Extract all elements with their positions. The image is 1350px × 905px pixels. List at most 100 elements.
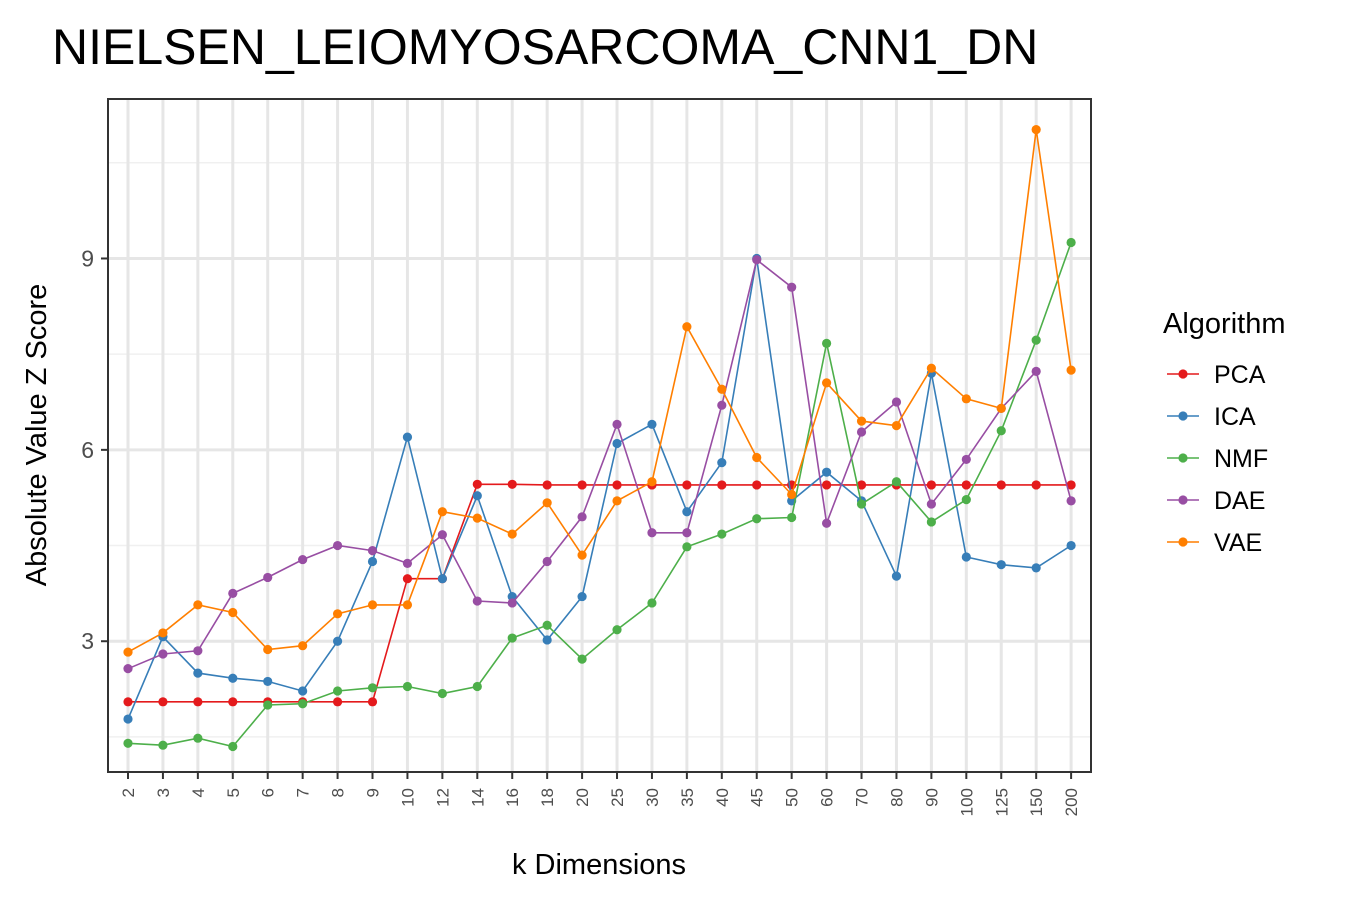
legend: Algorithm PCA ICA NMF DAE VAE	[1163, 308, 1286, 557]
data-point-dae	[717, 400, 727, 410]
legend-key-point	[1178, 411, 1188, 421]
data-point-ica	[996, 560, 1006, 570]
legend-label: ICA	[1214, 403, 1256, 431]
legend-key-point	[1178, 537, 1188, 547]
data-point-vae	[787, 489, 797, 500]
data-point-nmf	[263, 700, 273, 710]
data-point-dae	[263, 572, 273, 583]
grid-lines	[108, 99, 1091, 772]
data-point-ica	[472, 491, 482, 501]
data-point-ica	[717, 458, 727, 468]
data-point-nmf	[402, 681, 413, 692]
x-tick-label: 20	[573, 788, 592, 807]
data-point-nmf	[298, 699, 308, 709]
legend-item-vae: VAE	[1167, 529, 1262, 557]
data-point-dae	[228, 588, 238, 598]
x-tick-label: 90	[922, 788, 941, 807]
data-point-vae	[647, 477, 657, 487]
x-tick-label: 125	[992, 788, 1011, 816]
data-point-vae	[752, 452, 762, 463]
data-point-nmf	[717, 529, 727, 539]
data-point-nmf	[1031, 335, 1041, 345]
data-point-pca	[193, 697, 203, 707]
data-point-pca	[717, 480, 727, 490]
data-point-nmf	[752, 514, 762, 524]
x-tick-label: 3	[154, 788, 173, 797]
data-point-dae	[507, 598, 517, 608]
data-point-dae	[647, 528, 657, 538]
x-tick-label: 16	[503, 788, 522, 807]
data-point-dae	[891, 397, 902, 407]
data-point-pca	[123, 697, 133, 707]
data-point-nmf	[822, 338, 832, 348]
data-point-pca	[752, 480, 762, 490]
x-tick-label: 12	[433, 788, 452, 807]
data-point-nmf	[332, 686, 343, 696]
data-point-pca	[402, 574, 413, 584]
data-point-dae	[298, 554, 308, 565]
data-point-nmf	[682, 542, 692, 552]
data-point-nmf	[926, 517, 936, 527]
legend-item-dae: DAE	[1167, 487, 1265, 515]
data-point-vae	[891, 421, 902, 431]
x-tick-label: 60	[818, 788, 837, 807]
data-point-dae	[612, 419, 622, 429]
data-point-dae	[926, 499, 936, 509]
data-point-pca	[507, 479, 517, 489]
x-tick-label: 4	[189, 788, 208, 797]
x-tick-label: 80	[887, 788, 906, 807]
x-tick-label: 6	[259, 788, 278, 797]
data-point-nmf	[193, 733, 203, 743]
data-point-ica	[263, 676, 273, 687]
legend-label: VAE	[1214, 529, 1262, 557]
data-point-vae	[298, 641, 308, 651]
data-point-ica	[961, 552, 971, 562]
data-point-vae	[822, 378, 832, 388]
data-point-vae	[961, 394, 971, 404]
data-point-nmf	[647, 598, 657, 608]
series-vae	[123, 125, 1076, 657]
data-point-nmf	[507, 633, 517, 643]
data-point-dae	[752, 255, 762, 265]
data-point-dae	[437, 530, 447, 540]
data-point-dae	[577, 512, 587, 522]
data-point-vae	[717, 384, 727, 394]
data-point-vae	[228, 607, 238, 618]
data-point-vae	[193, 600, 203, 610]
data-point-ica	[402, 432, 413, 442]
x-axis: 2 3 4 5 6 7 8 9 10 12 14 16 18 20 25 30 35 40 45 50 60 70 80 90…	[119, 772, 1081, 816]
data-point-ica	[332, 636, 343, 646]
legend-label: NMF	[1214, 445, 1268, 473]
data-point-dae	[193, 646, 203, 656]
data-point-pca	[1066, 480, 1076, 490]
data-point-vae	[263, 644, 273, 655]
x-tick-label: 35	[678, 788, 697, 807]
data-point-vae	[856, 416, 867, 426]
x-tick-label: 2	[119, 788, 138, 797]
data-point-nmf	[856, 499, 867, 509]
x-tick-label: 40	[713, 788, 732, 807]
data-point-pca	[228, 697, 238, 707]
data-point-vae	[332, 609, 343, 619]
x-tick-label: 150	[1027, 788, 1046, 816]
data-point-vae	[996, 403, 1006, 413]
data-point-ica	[542, 635, 552, 645]
data-point-ica	[123, 714, 133, 724]
data-point-ica	[437, 574, 447, 584]
y-axis-label: Absolute Value Z Score	[21, 284, 53, 587]
data-point-vae	[367, 600, 378, 610]
data-point-nmf	[577, 654, 587, 664]
data-point-pca	[822, 480, 832, 490]
y-axis: 3 6 9	[81, 245, 108, 654]
x-tick-label: 200	[1062, 788, 1081, 816]
data-point-ica	[193, 668, 203, 678]
data-point-dae	[822, 518, 832, 528]
data-point-vae	[682, 322, 692, 332]
data-point-pca	[332, 697, 343, 707]
data-point-vae	[402, 600, 413, 610]
y-tick-label: 9	[81, 245, 94, 271]
series-nmf	[123, 237, 1076, 752]
x-tick-label: 10	[398, 788, 417, 807]
data-point-ica	[507, 591, 517, 602]
